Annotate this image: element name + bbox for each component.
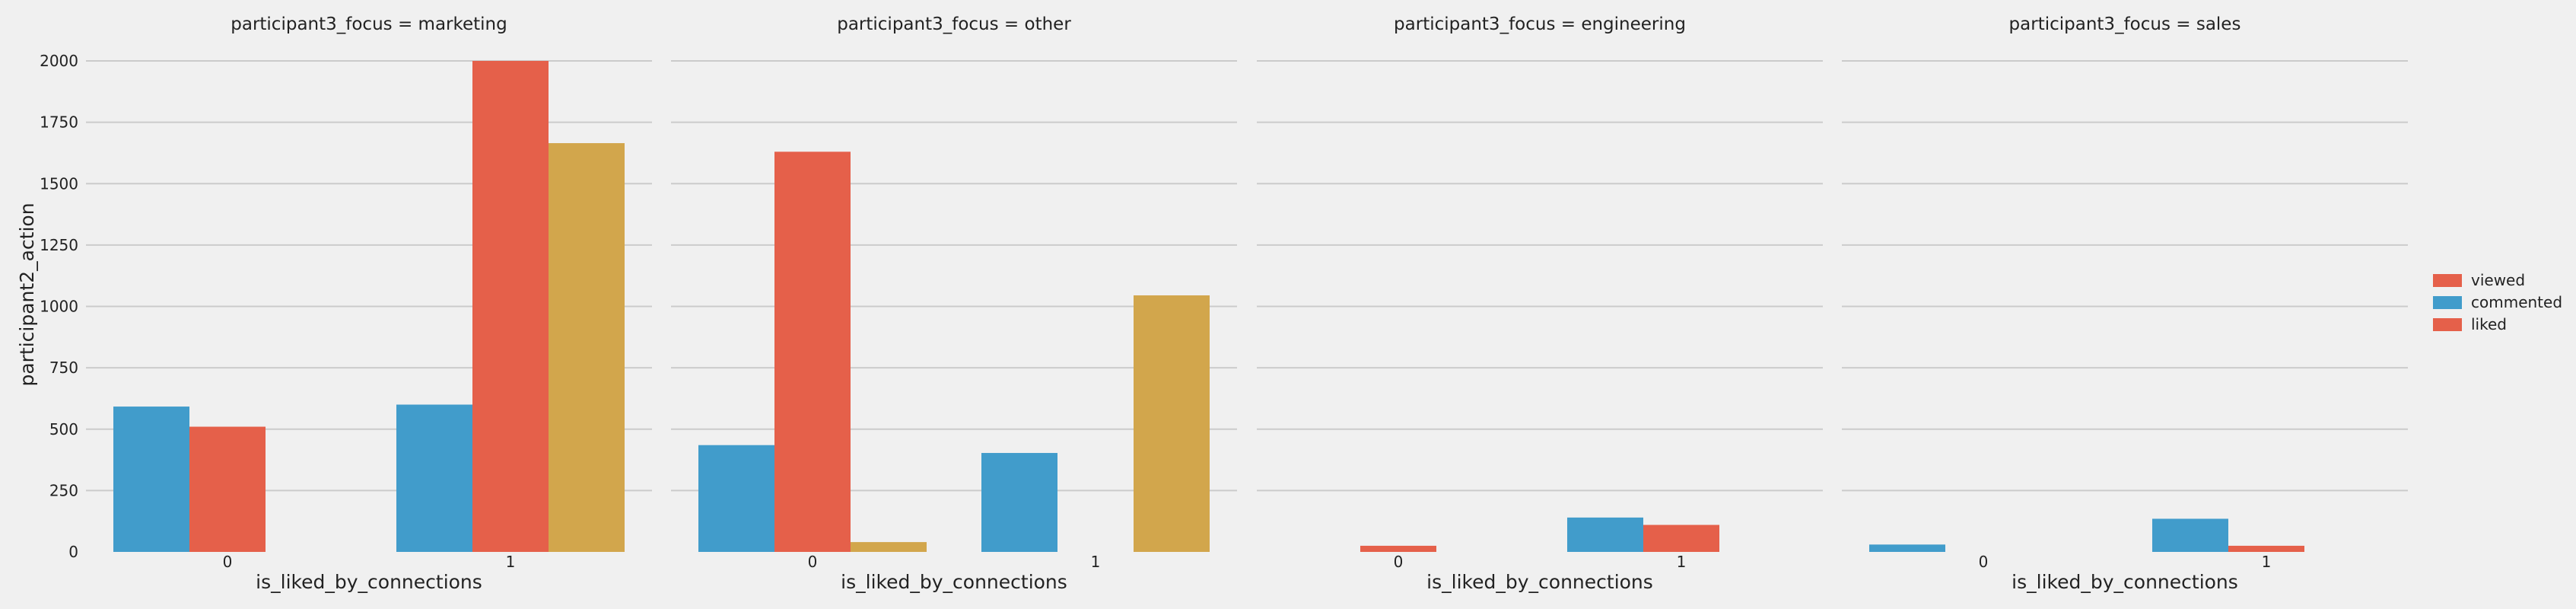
y-tick-label: 1250 (40, 236, 78, 254)
bar-viewed-cat0 (189, 426, 266, 552)
legend-swatch-viewed (2433, 274, 2462, 287)
bar-commented-cat0 (113, 407, 189, 552)
x-tick-label: 0 (808, 553, 818, 571)
bar-commented-cat1 (981, 453, 1057, 552)
panel-2: participant3_focus = other 0 1 is_liked_by_… (671, 14, 1237, 593)
y-tick-label: 0 (68, 543, 78, 561)
x-tick-label: 0 (1394, 553, 1404, 571)
panel-title: participant3_focus = engineering (1394, 14, 1686, 34)
x-axis-label: is_liked_by_connections (841, 571, 1067, 593)
bar-commented-cat1 (396, 404, 472, 552)
y-tick-label: 1500 (40, 174, 78, 193)
bar-viewed-cat1 (472, 61, 549, 552)
legend-swatch-commented (2433, 296, 2462, 309)
x-tick-label: 0 (1979, 553, 1989, 571)
bar-commented-cat1 (2152, 518, 2228, 552)
y-tick-label: 250 (49, 481, 78, 499)
x-tick-label: 1 (506, 553, 516, 571)
bar-viewed-cat1 (2228, 545, 2304, 552)
x-axis-label: is_liked_by_connections (2012, 571, 2238, 593)
x-tick-label: 1 (1091, 553, 1101, 571)
x-tick-label: 1 (2262, 553, 2272, 571)
bar-viewed-cat1 (1643, 525, 1719, 552)
legend-label-liked: liked (2471, 315, 2507, 333)
legend: viewed commented liked (2433, 271, 2562, 333)
x-tick-label: 1 (1677, 553, 1687, 571)
x-axis-label: is_liked_by_connections (1426, 571, 1653, 593)
x-tick-label: 0 (223, 553, 233, 571)
bar-commented-cat1 (1567, 517, 1643, 552)
bar-liked-cat1 (549, 143, 625, 553)
y-tick-label: 1750 (40, 113, 78, 132)
legend-swatch-liked (2433, 318, 2462, 331)
panel-3: participant3_focus = engineering 0 1 is_lik… (1257, 14, 1823, 593)
y-tick-label: 2000 (40, 52, 78, 70)
legend-label-viewed: viewed (2471, 271, 2525, 289)
panel-title: participant3_focus = marketing (231, 14, 507, 34)
bar-viewed-cat0 (774, 151, 851, 552)
bar-commented-cat0 (1869, 544, 1945, 552)
y-tick-label: 500 (49, 420, 78, 438)
y-axis-label: participant2_action (16, 202, 38, 386)
bar-liked-cat1 (1134, 295, 1210, 552)
legend-label-commented: commented (2471, 293, 2562, 311)
chart-panels: 025050075010001250150017502000participan… (40, 14, 2408, 593)
panel-1: 0 250 500 750 1000 1250 1500 1750 2000 participan… (40, 14, 652, 593)
x-axis-label: is_liked_by_connections (256, 571, 482, 593)
panel-4: participant3_focus = sales 0 1 is_liked_by_… (1842, 14, 2408, 593)
panel-title: participant3_focus = other (837, 14, 1071, 34)
bar-viewed-cat0 (1360, 545, 1436, 552)
y-tick-label: 1000 (40, 298, 78, 316)
panel-title: participant3_focus = sales (2009, 14, 2241, 34)
y-tick-label: 750 (49, 359, 78, 377)
bar-liked-cat0 (851, 542, 927, 552)
bar-commented-cat0 (698, 445, 774, 552)
